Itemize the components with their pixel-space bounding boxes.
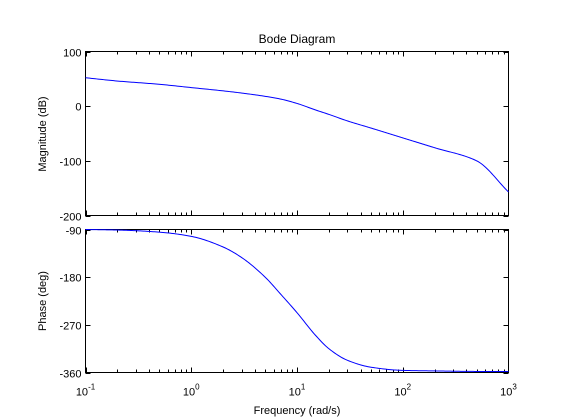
- chart-title: Bode Diagram: [259, 32, 336, 46]
- frequency-x-tick-label: 102: [394, 383, 411, 399]
- phase-y-tick-label: -90: [66, 226, 82, 238]
- frequency-x-tick-label: 101: [289, 383, 306, 399]
- phase-panel: -90 -180 -270 -360 10-1 100 101 102 103 Phase (d…: [37, 226, 517, 418]
- magnitude-y-tick-label: -200: [59, 212, 81, 224]
- frequency-x-tick-label: 103: [500, 383, 517, 399]
- frequency-xlabel: Frequency (rad/s): [254, 405, 341, 417]
- magnitude-y-tick-label: 100: [63, 48, 81, 60]
- magnitude-tick-labels: 100 0 -100 -200: [59, 48, 81, 224]
- phase-tick-labels: -90 -180 -270 -360 10-1 100 101 102 103: [59, 226, 517, 399]
- frequency-x-tick-label: 100: [183, 383, 200, 399]
- frequency-x-tick-label: 10-1: [76, 383, 96, 399]
- magnitude-trace: [85, 77, 509, 193]
- phase-axes-frame: [85, 229, 509, 373]
- phase-y-tick-label: -180: [59, 273, 81, 285]
- magnitude-ylabel: Magnitude (dB): [37, 96, 49, 171]
- magnitude-y-tick-label: -100: [59, 157, 81, 169]
- phase-y-tick-label: -270: [59, 321, 81, 333]
- phase-trace: [85, 229, 509, 372]
- magnitude-panel: 100 0 -100 -200 Bode Diagram Magnitude (dB): [37, 32, 509, 224]
- phase-y-tick-label: -360: [59, 369, 81, 381]
- phase-ylabel: Phase (deg): [37, 271, 49, 331]
- phase-ticks: [85, 229, 509, 374]
- magnitude-axes-frame: [85, 51, 509, 216]
- magnitude-y-tick-label: 0: [75, 102, 81, 114]
- magnitude-ticks: [85, 51, 509, 217]
